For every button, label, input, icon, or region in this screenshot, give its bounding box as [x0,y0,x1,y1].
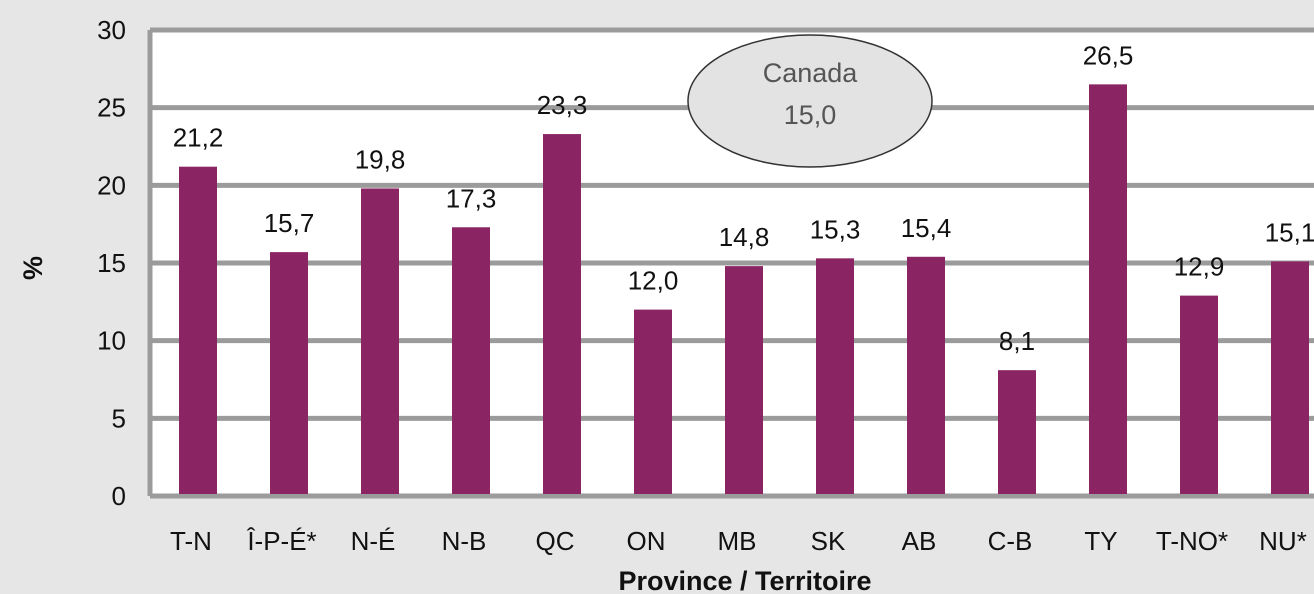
x-tick-label: SK [811,526,846,556]
y-tick-label: 15 [97,248,126,278]
data-label: 26,5 [1083,40,1134,70]
data-label: 15,7 [264,208,315,238]
bar [998,370,1036,494]
x-tick-label: TY [1084,526,1117,556]
bar [907,256,945,494]
data-label: 21,2 [173,123,224,153]
bar [361,188,399,494]
x-axis-title: Province / Territoire [618,566,871,594]
callout-ellipse [687,34,933,168]
bars [179,84,1309,495]
x-tick-label: MB [718,526,757,556]
data-label: 19,8 [355,144,406,174]
data-label: 15,1 [1265,217,1314,247]
y-tick-label: 5 [112,403,126,433]
bar [816,258,854,494]
bar [1180,295,1218,494]
y-tick-label: 30 [97,15,126,45]
data-label: 12,0 [628,266,679,296]
x-tick-label: ON [627,526,666,556]
bar [1271,261,1309,494]
bar [270,252,308,494]
bar [1089,84,1127,494]
x-tick-label: N-É [351,526,396,556]
data-label: 14,8 [719,222,770,252]
y-axis-title: % [18,256,48,280]
x-tick-label: NU* [1259,526,1307,556]
x-tick-label: AB [902,526,937,556]
data-label: 23,3 [537,90,588,120]
x-tick-label: T-NO* [1156,526,1228,556]
value-labels: 21,2 15,7 19,8 17,3 23,3 12,0 14,8 15,3 15,4 8,1 2… [173,40,1314,356]
data-label: 12,9 [1174,252,1225,282]
canada-callout: Canada 15,0 [687,34,933,168]
y-tick-label: 25 [97,93,126,123]
x-tick-label: N-B [442,526,487,556]
bar [179,166,217,494]
bar [725,266,763,494]
data-label: 17,3 [446,183,497,213]
y-axis-ticks: 0 5 10 15 20 25 30 [97,15,126,511]
x-tick-label: T-N [170,526,212,556]
bar [634,309,672,494]
x-tick-label: Î-P-É* [246,526,316,556]
bar [543,134,581,494]
x-tick-label: QC [536,526,575,556]
data-label: 8,1 [999,326,1035,356]
x-axis-ticks: T-N Î-P-É* N-É N-B QC ON MB SK AB C-B TY T-NO* NU* [170,526,1307,556]
x-tick-label: C-B [988,526,1033,556]
callout-line2: 15,0 [784,100,837,130]
y-tick-label: 20 [97,170,126,200]
data-label: 15,3 [810,214,861,244]
callout-line1: Canada [763,58,859,88]
data-label: 15,4 [901,213,952,243]
y-tick-label: 0 [112,481,126,511]
bar [452,227,490,495]
y-tick-label: 10 [97,326,126,356]
